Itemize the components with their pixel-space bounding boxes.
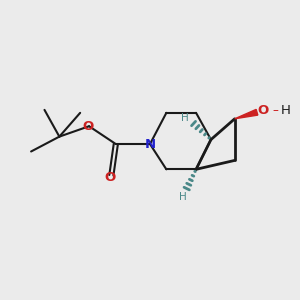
- Text: –: –: [273, 104, 279, 117]
- Text: O: O: [257, 104, 268, 117]
- Text: O: O: [104, 171, 116, 184]
- Text: H: H: [181, 113, 189, 123]
- Text: N: N: [144, 138, 156, 151]
- Text: H: H: [281, 104, 291, 117]
- Text: O: O: [83, 120, 94, 133]
- Text: H: H: [179, 192, 187, 202]
- Polygon shape: [235, 110, 258, 119]
